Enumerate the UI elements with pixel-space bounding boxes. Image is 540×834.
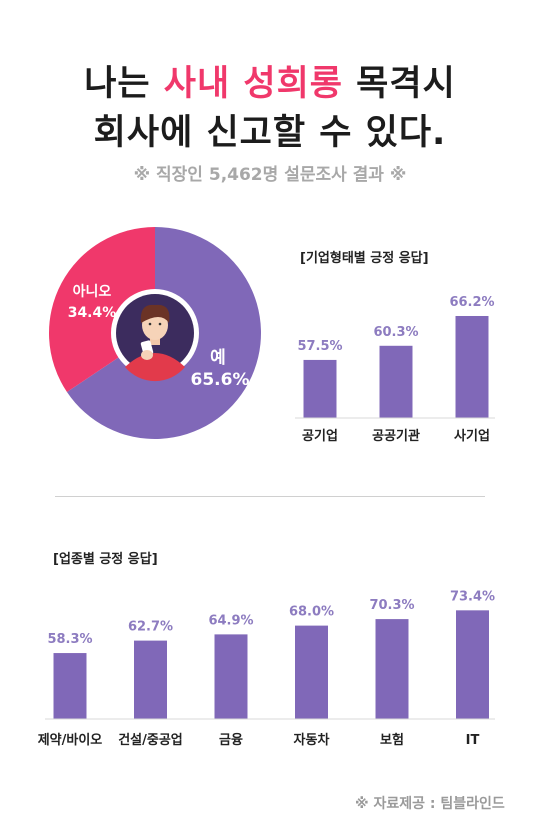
- industry-value-label: 64.9%: [208, 613, 253, 628]
- company-type-category-label: 사기업: [454, 428, 490, 444]
- company-type-bar: [379, 345, 413, 418]
- pie-slice-1: [49, 227, 155, 393]
- headline-suffix: 목격시: [342, 64, 456, 104]
- headline-highlight: 사내 성희롱: [163, 64, 343, 104]
- industry-value-label: 62.7%: [128, 620, 173, 635]
- industry-chart-title: [업종별 긍정 응답]: [53, 552, 158, 567]
- headline-line-2: 회사에 신고할 수 있다.: [93, 113, 447, 153]
- pie-value-yes: 65.6%: [191, 370, 250, 390]
- company-type-value-label: 60.3%: [373, 325, 418, 340]
- industry-bar: [214, 634, 248, 719]
- industry-category-label: 제약/바이오: [38, 732, 103, 748]
- survey-subtitle: ※ 직장인 5,462명 설문조사 결과 ※: [133, 165, 407, 185]
- company-type-chart-title: [기업형태별 긍정 응답]: [300, 251, 429, 266]
- company-type-bar: [303, 359, 337, 418]
- data-source-footer: ※ 자료제공 : 팀블라인드: [355, 796, 505, 812]
- pie-value-no: 34.4%: [68, 305, 117, 321]
- pie-label-yes: 예: [210, 348, 226, 368]
- industry-value-label: 58.3%: [47, 632, 92, 647]
- industry-value-label: 70.3%: [369, 598, 414, 613]
- company-type-category-label: 공공기관: [372, 428, 420, 444]
- industry-value-label: 68.0%: [289, 605, 334, 620]
- industry-bar: [53, 653, 87, 719]
- company-type-category-label: 공기업: [302, 429, 338, 444]
- headline-prefix: 나는: [84, 64, 164, 104]
- industry-value-label: 73.4%: [450, 589, 495, 604]
- industry-category-label: 금융: [219, 732, 243, 748]
- section-divider: [55, 496, 485, 497]
- industry-category-label: 건설/중공업: [118, 732, 183, 748]
- industry-bar: [295, 625, 328, 719]
- headline-line-1: 나는 사내 성희롱 목격시: [0, 55, 540, 106]
- industry-bar: [456, 610, 489, 719]
- pie-chart: 예65.6% 아니오 34.4%: [49, 227, 261, 439]
- industry-category-label: 보험: [380, 732, 404, 748]
- company-type-value-label: 57.5%: [297, 339, 342, 354]
- company-type-value-label: 66.2%: [449, 295, 494, 310]
- industry-category-label: IT: [466, 733, 480, 748]
- person-icon: [111, 289, 199, 382]
- pie-label-no: 아니오: [73, 283, 112, 300]
- industry-bar: [375, 619, 409, 719]
- industry-category-label: 자동차: [294, 732, 330, 748]
- industry-bar: [134, 640, 167, 719]
- company-type-bar: [455, 315, 489, 418]
